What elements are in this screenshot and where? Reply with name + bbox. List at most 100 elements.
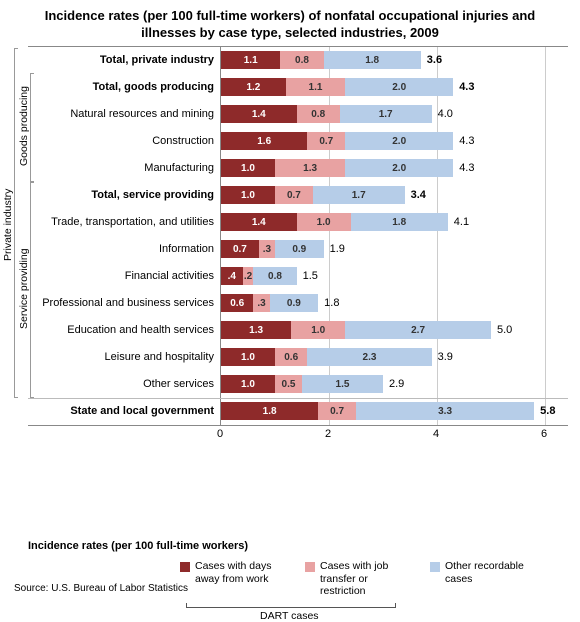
- bar-segment: 2.3: [307, 348, 431, 366]
- row-bars: 1.80.73.35.8: [220, 398, 568, 425]
- row-label: State and local government: [28, 405, 220, 417]
- legend-item: Cases with job transfer or restriction: [305, 560, 416, 598]
- bar-segment: .3: [253, 294, 269, 312]
- bar-segment: 1.5: [302, 375, 383, 393]
- bar-segment: 0.5: [275, 375, 302, 393]
- axis-tick: 4: [433, 428, 439, 440]
- row-total: 4.3: [459, 81, 474, 93]
- bar-segment: 0.9: [270, 294, 319, 312]
- x-axis-title: Incidence rates (per 100 full-time worke…: [28, 540, 248, 552]
- row-label: Information: [28, 243, 220, 255]
- bar-segment: 1.0: [291, 321, 345, 339]
- row-label: Other services: [28, 378, 220, 390]
- legend-label: Cases with job transfer or restriction: [320, 560, 416, 598]
- separator: [28, 398, 568, 399]
- row-total: 2.9: [389, 378, 404, 390]
- bar-segment: 1.8: [221, 402, 318, 420]
- bar-segment: .2: [243, 267, 254, 285]
- row-bars: 1.01.32.0 4.3: [220, 155, 568, 182]
- row-bars: 1.31.02.75.0: [220, 317, 568, 344]
- bar-segment: 1.1: [221, 51, 280, 69]
- bar-segment: 1.0: [221, 186, 275, 204]
- row-total: 4.0: [438, 108, 453, 120]
- table-row: Professional and business services0.6.30…: [28, 290, 568, 317]
- bar-segment: 0.8: [253, 267, 296, 285]
- row-total: 5.8: [540, 405, 555, 417]
- row-label: Construction: [28, 135, 220, 147]
- bar-segment: 2.7: [345, 321, 491, 339]
- chart-area: Total, private industry1.1 0.8 1.8 3.6 Total…: [28, 46, 568, 443]
- bar-segment: 1.4: [221, 213, 297, 231]
- bar-segment: 1.0: [221, 348, 275, 366]
- dart-bracket: [186, 603, 396, 608]
- bar-segment: 1.0: [221, 159, 275, 177]
- group-private-label: Private industry: [2, 140, 14, 310]
- row-total: 4.3: [459, 135, 474, 147]
- table-row: Total, private industry1.10.81.83.6: [28, 47, 568, 74]
- row-total: 1.8: [324, 297, 339, 309]
- row-bars: 1.60.72.04.3: [220, 128, 568, 155]
- bar-segment: 1.3: [275, 159, 345, 177]
- legend-swatch: [430, 562, 440, 572]
- row-total: 4.3: [459, 162, 474, 174]
- row-label: Financial activities: [28, 270, 220, 282]
- axis-tick: 0: [217, 428, 223, 440]
- legend-item: Cases with days away from work: [180, 560, 291, 585]
- bar-segment: 0.6: [275, 348, 307, 366]
- legend-label: Other recordable cases: [445, 560, 541, 585]
- bar-segment: 1.7: [313, 186, 405, 204]
- table-row: Financial activities.4.20.81.5: [28, 263, 568, 290]
- axis-tick: 2: [325, 428, 331, 440]
- bar-segment: 1.8: [351, 213, 448, 231]
- table-row: Information0.7.30.91.9: [28, 236, 568, 263]
- row-bars: .4.20.81.5: [220, 263, 568, 290]
- row-total: 3.9: [438, 351, 453, 363]
- row-total: 3.6: [427, 54, 442, 66]
- row-bars: 1.00.62.3 3.9: [220, 344, 568, 371]
- table-row: Construction1.60.72.04.3: [28, 128, 568, 155]
- row-bars: 1.10.81.83.6: [220, 47, 568, 74]
- x-axis: 0 2 4 6: [28, 425, 568, 443]
- table-row: Education and health services1.31.02.75.…: [28, 317, 568, 344]
- row-total: 1.5: [303, 270, 318, 282]
- row-bars: 1.00.51.5 2.9: [220, 371, 568, 398]
- bar-segment: 1.8: [324, 51, 421, 69]
- row-bars: 1.00.71.73.4: [220, 182, 568, 209]
- bar-segment: .3: [259, 240, 275, 258]
- legend: Cases with days away from work Cases with…: [180, 560, 555, 598]
- row-total: 4.1: [454, 216, 469, 228]
- row-bars: 0.6.30.9 1.8: [220, 290, 568, 317]
- bar-segment: 3.3: [356, 402, 534, 420]
- bar-segment: 0.7: [221, 240, 259, 258]
- row-total: 5.0: [497, 324, 512, 336]
- bar-segment: 2.0: [345, 78, 453, 96]
- bar-segment: 1.2: [221, 78, 286, 96]
- bar-segment: 2.0: [345, 159, 453, 177]
- bar-segment: 1.0: [221, 375, 275, 393]
- table-row: Leisure and hospitality1.00.62.3 3.9: [28, 344, 568, 371]
- legend-swatch: [180, 562, 190, 572]
- bar-segment: 0.7: [275, 186, 313, 204]
- row-label: Total, goods producing: [28, 81, 220, 93]
- row-bars: 0.7.30.91.9: [220, 236, 568, 263]
- table-row: Total, goods producing1.21.12.04.3: [28, 74, 568, 101]
- row-label: Total, private industry: [28, 54, 220, 66]
- table-row: Total, service providing1.00.71.73.4: [28, 182, 568, 209]
- row-label: Natural resources and mining: [28, 108, 220, 120]
- table-row: State and local government1.80.73.35.8: [28, 398, 568, 425]
- source-text: Source: U.S. Bureau of Labor Statistics: [14, 583, 188, 594]
- legend-label: Cases with days away from work: [195, 560, 291, 585]
- bar-segment: 0.6: [221, 294, 253, 312]
- axis-tick: 6: [541, 428, 547, 440]
- table-row: Other services1.00.51.5 2.9: [28, 371, 568, 398]
- bar-segment: 1.7: [340, 105, 432, 123]
- row-label: Leisure and hospitality: [28, 351, 220, 363]
- row-label: Professional and business services: [28, 297, 220, 309]
- table-row: Manufacturing1.01.32.04.3: [28, 155, 568, 182]
- row-label: Total, service providing: [28, 189, 220, 201]
- row-bars: 1.40.81.7 4.0: [220, 101, 568, 128]
- bar-segment: 0.8: [297, 105, 340, 123]
- bar-segment: 1.4: [221, 105, 297, 123]
- bar-segment: 1.0: [297, 213, 351, 231]
- bar-segment: 0.7: [307, 132, 345, 150]
